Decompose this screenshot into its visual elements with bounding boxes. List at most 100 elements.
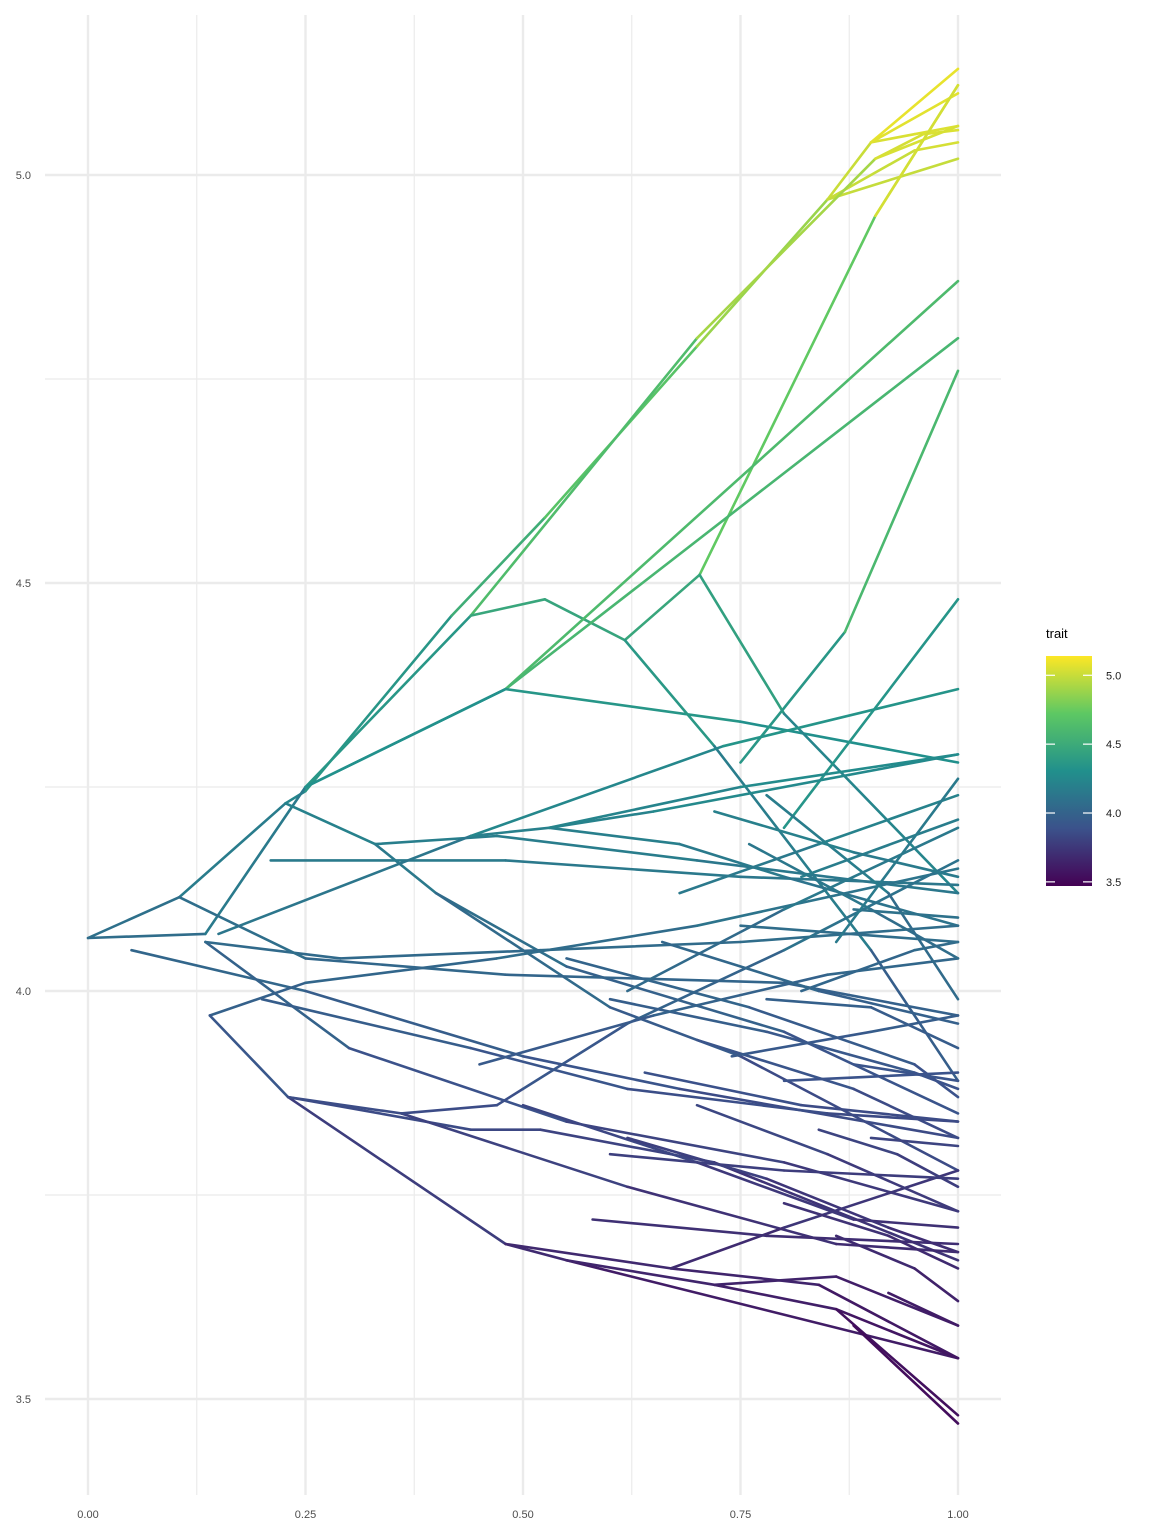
branch-segment [495,1087,525,1107]
branch-segment [782,1201,890,1238]
branch-segment [869,1136,960,1148]
branch-segment [913,124,960,136]
branch-segment [782,1169,960,1180]
branch-segment [469,597,547,617]
legend-ticks: 3.5 4.0 4.5 5.0 [1046,670,1121,889]
branch-segment [817,1283,960,1360]
branch-segment [730,1030,873,1058]
branch-segment [304,989,525,1058]
branch-segment [713,1275,838,1287]
branch-segment [721,687,960,748]
branch-segment [869,1005,960,1050]
series-line [304,336,960,789]
branch-segment [817,1128,899,1156]
branch-segment [626,1136,768,1180]
branch-segment [626,1185,838,1246]
series-line [86,128,960,940]
branch-segment [504,859,742,879]
branch-segment [565,957,751,1009]
branch-segment [208,981,307,1017]
branch-segment [834,1234,916,1270]
branch-segment [204,785,307,936]
series-line [695,1038,960,1140]
x-tick-label: 0.25 [295,1509,316,1521]
branch-segment [286,1095,507,1246]
series-line [217,687,960,936]
branch-segment [765,997,873,1009]
series-line [678,793,960,895]
branch-segment [695,157,877,340]
branch-segment [887,1226,960,1254]
branch-segment [304,957,507,977]
series-line [782,597,960,830]
branch-segment [623,638,716,748]
series-line [591,1218,960,1246]
branch-segment [204,940,342,960]
branch-segment [495,834,699,862]
branch-segment [669,1226,786,1270]
branch-segment [747,842,873,911]
branch-segment [608,997,768,1034]
branch-segment [739,924,960,944]
series-line [626,826,960,993]
branch-segment [304,614,473,789]
series-line [869,92,960,144]
branch-segment [678,842,821,895]
series-line [782,1071,960,1083]
branch-segment [469,744,725,838]
branch-segment [347,1046,568,1123]
branch-segment [826,1152,960,1213]
series-line [373,834,960,895]
branch-segment [608,1152,786,1172]
branch-segment [521,1103,699,1164]
branch-segment [874,124,960,160]
branch-segment [652,753,960,813]
branch-segment [504,687,742,724]
trait-legend: trait 3.5 4.0 4.5 5.0 [1046,626,1121,889]
series-line [765,997,960,1050]
branch-segment [565,1259,960,1360]
branch-segment [869,132,916,144]
series-line [698,573,960,895]
series-line [643,1071,960,1123]
branch-segment [434,891,568,968]
branch-segment [826,157,960,201]
branch-segment [547,785,742,830]
branch-segment [469,1046,629,1091]
branch-segment [765,1030,916,1074]
series-line [565,1259,960,1360]
series-line [626,1136,960,1254]
branch-segment [591,1218,768,1238]
branch-segment [260,997,473,1050]
branch-segment [547,826,681,846]
series-line [869,124,960,144]
branch-segment [660,940,821,993]
series-line [623,638,960,1083]
branch-segment [887,1291,960,1327]
branch-segment [782,1071,960,1083]
branch-segment [130,948,307,993]
major-gridlines [45,15,1001,1495]
branch-segment [713,744,873,952]
branch-segment [204,940,351,1050]
legend-colorbar [1046,656,1092,886]
branch-segment [782,712,960,895]
branch-segment [504,336,960,691]
y-tick-label: 4.0 [16,986,31,998]
series-line [204,940,960,1213]
branch-segment [86,932,207,940]
series-line [817,1128,960,1189]
series-line [852,908,960,919]
branch-segment [782,859,960,952]
branch-segment [678,842,786,879]
branch-segment [765,1177,890,1229]
series-line [834,777,960,944]
series-line [739,924,960,944]
branch-segment [539,1128,716,1164]
branch-segment [399,1103,499,1115]
branch-segment [565,1259,716,1287]
branch-segment [874,83,960,218]
branch-segment [286,1095,403,1115]
series-line [874,124,960,160]
